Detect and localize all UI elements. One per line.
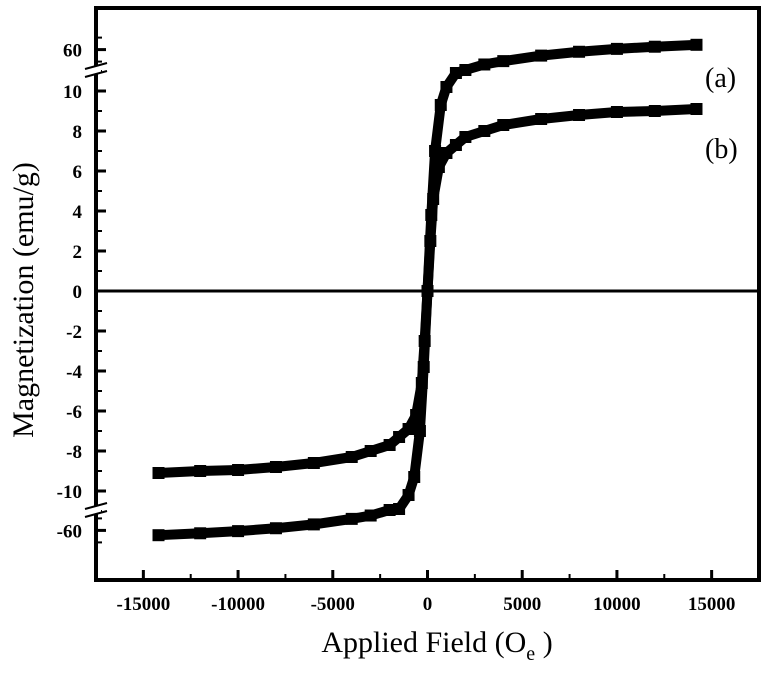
x-tick-label: 5000 [503,594,541,615]
series-marker [610,42,623,55]
series-marker [232,464,245,476]
series-marker [393,503,406,515]
series-marker [364,509,377,522]
y-tick-label: -8 [66,442,82,463]
y-tick-label: 8 [73,122,83,143]
series-marker [610,106,623,118]
series-marker [440,147,453,159]
series-marker [402,489,415,501]
y-tick-label: 60 [63,41,82,62]
series-marker [497,55,510,68]
y-tick-label: 6 [73,162,83,183]
series-marker [345,512,358,525]
series-marker [415,377,428,389]
series-marker [152,467,165,479]
series-marker [690,103,703,115]
series-marker [269,461,282,473]
x-tick-label: 0 [423,594,433,615]
series-marker [232,525,245,538]
y-tick-label: 0 [73,282,83,303]
series-marker [449,67,462,79]
series-marker [497,119,510,131]
y-tick-label: -4 [66,362,82,383]
series-marker [478,125,491,137]
series-marker [408,471,421,483]
series-marker [434,99,447,111]
series-marker [307,457,320,469]
series-marker [383,504,396,516]
x-tick-label: -5000 [311,594,355,615]
series-label-a: (a) [705,63,736,94]
series-marker [535,49,548,62]
series-label-b: (b) [705,134,738,165]
series-marker [194,465,207,477]
series-marker [364,445,377,457]
y-tick-label: -2 [66,322,82,343]
series-marker [383,439,396,451]
axis-break-layer [84,62,108,518]
series-marker [424,235,437,247]
series-marker [535,113,548,125]
x-tick-label: -10000 [211,594,265,615]
series-marker [152,529,165,542]
series-marker [429,145,442,157]
series-marker [410,409,423,421]
series-marker [478,58,491,71]
series-marker [690,38,703,51]
series-marker [459,64,472,76]
tick-layer: -15000 -10000 -5000 0 5000 10000 15000 60 10 8 6 4 2… [57,36,760,615]
x-tick-label: -15000 [116,594,170,615]
axis-break-mark [84,62,108,78]
axis-break-mark [84,502,108,518]
series-marker [427,193,440,205]
x-axis-title: Applied Field (Oe ) [321,626,552,665]
y-tick-label: -10 [57,482,82,503]
series-marker [413,425,426,437]
y-tick-label: 4 [73,202,83,223]
series-marker [648,105,661,117]
y-tick-label: 2 [73,242,83,263]
x-tick-label: 10000 [593,594,641,615]
series-marker [440,81,453,93]
series-marker [269,522,282,535]
series-marker [194,527,207,540]
series-marker [402,423,415,435]
series-marker [307,518,320,531]
series-marker [648,40,661,53]
label-layer: (a) (b) [705,63,738,165]
y-tick-label: 10 [63,82,82,103]
series-marker [573,109,586,121]
series-marker [449,139,462,151]
y-tick-label: -6 [66,402,82,423]
series-marker [573,45,586,58]
y-tick-label: -60 [57,521,82,542]
series-marker [432,161,445,173]
series-marker [459,131,472,143]
x-tick-label: 15000 [688,594,736,615]
y-axis-title: Magnetization (emu/g) [7,162,40,438]
series-marker [418,335,431,347]
series-marker [345,451,358,463]
series-marker [393,431,406,443]
